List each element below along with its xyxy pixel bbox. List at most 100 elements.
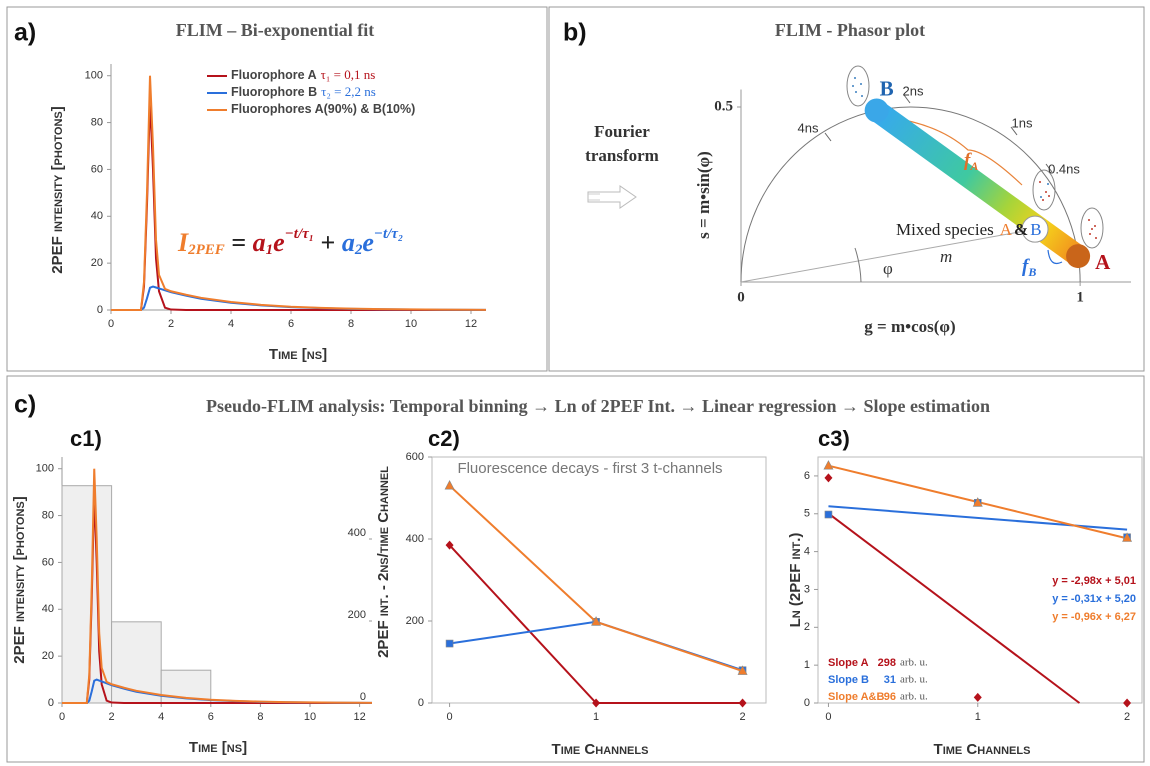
- lifetime-tick: [824, 132, 832, 142]
- y-tick-label: 600: [406, 451, 424, 463]
- chart-title: FLIM – Bi-exponential fit: [176, 20, 375, 40]
- x-tick-label: 6: [288, 318, 294, 330]
- fraction-sub: A: [969, 159, 978, 173]
- y2-axis-label: 2PEF int. - 2ns/time Channel: [375, 466, 392, 658]
- lifetime-tick: [1010, 126, 1018, 136]
- y-tick-label: 40: [42, 603, 54, 615]
- fit-line: [828, 505, 1128, 531]
- marker: [738, 698, 747, 708]
- x-tick-label: 0: [737, 289, 745, 305]
- legend-name: Fluorophore B: [231, 85, 317, 99]
- x-tick-label: 4: [158, 711, 164, 723]
- marker: [824, 510, 833, 519]
- bar: [111, 621, 162, 704]
- point-label: A: [1095, 250, 1111, 274]
- panel-label: c1): [70, 426, 102, 451]
- legend-name: Fluorophore A: [231, 68, 317, 82]
- legend-lifetime: τ₂ = 2,2 ns: [321, 84, 376, 99]
- panel-label: c2): [428, 426, 460, 451]
- fit-label: y = -0,96x + 6,27: [1052, 611, 1136, 623]
- marker: [445, 540, 454, 550]
- y-axis-label: s = m•sin(φ): [694, 151, 713, 239]
- y-tick-label: 4: [804, 546, 810, 558]
- legend-entry: Fluorophores A(90%) & B(10%): [231, 102, 415, 116]
- line: [449, 620, 743, 672]
- bar: [61, 485, 113, 704]
- fraction-label: fB: [1022, 256, 1036, 278]
- y-tick-label: 20: [91, 257, 103, 269]
- slope-unit: arb. u.: [900, 691, 928, 703]
- y-tick-label: 200: [406, 615, 424, 627]
- panel-frame: [548, 6, 1145, 372]
- y-tick-label: 0: [418, 697, 424, 709]
- equation-part: =: [225, 228, 253, 257]
- equation-part: I: [177, 228, 189, 257]
- x-tick-label: 8: [348, 318, 354, 330]
- fit-line: [827, 512, 1081, 704]
- fraction-symbol: f: [964, 150, 972, 171]
- x-tick-label: 1: [1076, 289, 1084, 305]
- phasor-point: [1066, 244, 1091, 269]
- slope-name: Slope B: [828, 674, 869, 686]
- x-tick-label: 12: [465, 318, 477, 330]
- y-axis-label: 2PEF intensity [photons]: [49, 106, 66, 273]
- slope-value: 31: [884, 674, 896, 686]
- line: [62, 468, 373, 704]
- fraction-sub: B: [1027, 265, 1036, 279]
- transform-label: Fourier: [594, 122, 650, 141]
- marker: [592, 698, 601, 708]
- y-tick-label: 60: [42, 556, 54, 568]
- mixed-part: A: [1000, 220, 1013, 239]
- equation: I2PEF = a1e−t/τ₁ + a2e−t/τ₂: [177, 226, 403, 258]
- x-tick-label: 0: [447, 711, 453, 723]
- equation-part: −t/τ₂: [374, 226, 403, 242]
- fraction-symbol: f: [1022, 256, 1030, 277]
- y-tick-label: 0: [97, 304, 103, 316]
- y-tick-label: 20: [42, 650, 54, 662]
- y2-tick-label: 200: [348, 609, 366, 621]
- marker: [973, 692, 982, 702]
- slope-value: 96: [884, 691, 896, 703]
- fit-label: y = -2,98x + 5,01: [1052, 575, 1136, 587]
- line: [111, 99, 486, 311]
- y-tick-label: 0: [48, 697, 54, 709]
- x-axis-label: Time Channels: [934, 741, 1031, 758]
- lifetime-label: 4ns: [798, 120, 819, 135]
- y-tick-label: 100: [85, 70, 103, 82]
- marker: [823, 460, 834, 470]
- y-tick-label: 100: [36, 463, 54, 475]
- marker: [444, 480, 455, 490]
- transform-label: transform: [585, 146, 659, 165]
- y-tick-label: 5: [804, 508, 810, 520]
- equation-part: a: [253, 228, 266, 257]
- fraction-label: fA: [964, 150, 978, 172]
- section-title: Pseudo-FLIM analysis: Temporal binning →…: [206, 396, 990, 416]
- x-tick-label: 6: [208, 711, 214, 723]
- dots: [852, 77, 1049, 198]
- x-tick-label: 0: [108, 318, 114, 330]
- marker: [1123, 698, 1132, 708]
- y-tick-label: 80: [42, 509, 54, 521]
- lifetime-label: 1ns: [1012, 115, 1033, 130]
- mixed-point: [1021, 215, 1049, 243]
- y-tick-label: 3: [804, 583, 810, 595]
- y-tick-label: 2: [804, 621, 810, 633]
- arrow: [587, 185, 637, 209]
- slope-unit: arb. u.: [900, 657, 928, 669]
- x-tick-label: 2: [1124, 711, 1130, 723]
- legend-entry: Fluorophore A τ₁ = 0,1 ns: [231, 67, 375, 82]
- y-axis-label: 2PEF intensity [photons]: [11, 496, 28, 663]
- mixed-name: Mixed species: [896, 220, 994, 239]
- y-tick-label: 80: [91, 116, 103, 128]
- marker: [737, 665, 748, 675]
- x-axis-label: Time [ns]: [189, 739, 247, 756]
- species-icon: [846, 65, 870, 107]
- fit-label: y = -0,31x + 5,20: [1052, 593, 1136, 605]
- mixed-part: B: [1030, 220, 1041, 239]
- mixed-part: &: [1014, 220, 1028, 239]
- x-tick-label: 2: [168, 318, 174, 330]
- line: [111, 75, 487, 311]
- x-tick-label: 2: [109, 711, 115, 723]
- slope-value: 298: [878, 657, 896, 669]
